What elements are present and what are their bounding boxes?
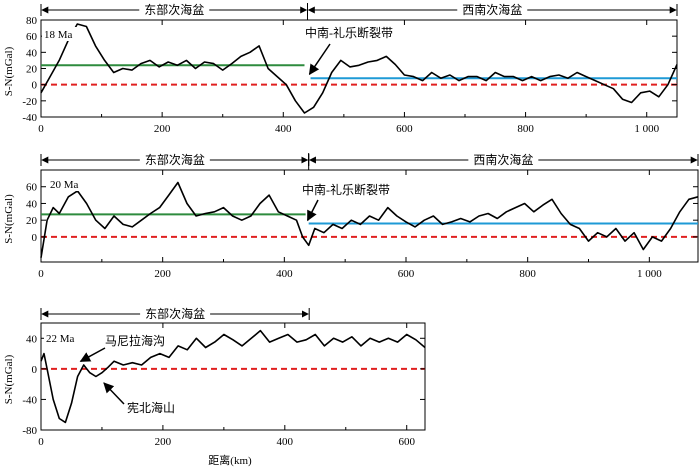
age-label-bg: [44, 331, 82, 345]
age-label: 18 Ma: [44, 29, 73, 41]
annotation-arrow: [308, 43, 331, 76]
y-tick-label: -80: [22, 425, 37, 437]
y-tick-label: 20: [26, 64, 38, 76]
anomaly-curve: [40, 23, 678, 114]
x-tick-label: 400: [277, 436, 294, 448]
x-tick-label: 1 000: [634, 123, 659, 135]
x-tick-label: 200: [154, 123, 171, 135]
x-tick-label: 400: [276, 268, 293, 280]
plot-frame: [40, 169, 699, 263]
plot-frame: [40, 322, 426, 431]
y-tick-label: 60: [26, 182, 38, 194]
y-tick-label: 0: [32, 232, 38, 244]
region-label: 东部次海盆: [145, 306, 205, 321]
chart-panel-1: 0 200 400 600 800 1 000 -40 -20 0 20 40 60 80 S-N(mGa…: [3, 2, 678, 135]
region-label-bg: [140, 306, 211, 322]
y-tick-label: 80: [26, 15, 38, 27]
y-tick-label: 20: [26, 215, 38, 227]
y-tick-label: 40: [26, 198, 38, 210]
region-label-bg: [457, 2, 528, 18]
y-tick-label: 0: [32, 80, 38, 92]
annotation-arrow: [79, 347, 106, 362]
x-tick-label: 600: [398, 268, 415, 280]
fault-zone-annotation: 中南-礼乐断裂带: [305, 25, 393, 40]
region-label: 西南次海盆: [462, 2, 522, 17]
anomaly-curve: [40, 329, 426, 424]
region-label: 东部次海盆: [144, 2, 204, 17]
anomaly-curve: [40, 181, 699, 258]
x-tick-label: 200: [155, 436, 172, 448]
x-tick-label: 0: [38, 123, 44, 135]
fault-zone-annotation: 中南-礼乐断裂带: [302, 182, 390, 197]
y-tick-label: 40: [26, 47, 38, 59]
region-label: 西南次海盆: [473, 152, 533, 167]
age-label-bg: [42, 27, 80, 41]
age-label-bg: [48, 177, 86, 191]
chart-panel-3: 0 200 400 600 -80 -40 0 40 S-N(mGal) 东部次海盆 22 Ma 马尼…: [3, 306, 426, 467]
x-tick-label: 400: [275, 123, 292, 135]
region-label-bg: [139, 2, 210, 18]
x-tick-label: 200: [154, 268, 171, 280]
y-tick-label: 0: [32, 364, 38, 376]
y-tick-label: -40: [22, 112, 37, 124]
region-label-bg: [139, 152, 210, 168]
region-label-bg: [468, 152, 539, 168]
x-tick-label: 600: [396, 123, 413, 135]
x-tick-label: 800: [519, 268, 536, 280]
chart-panel-2: 0 200 400 600 800 1 000 0 20 40 60 S-N(mGal) 东部次海盆 西…: [3, 152, 699, 280]
annotation-arrow: [103, 382, 125, 405]
seamount-annotation: 宪北海山: [127, 400, 175, 415]
y-tick-label: -40: [22, 394, 37, 406]
y-tick-label: -20: [22, 96, 37, 108]
x-tick-label: 0: [38, 436, 44, 448]
age-label: 20 Ma: [50, 179, 79, 191]
age-label: 22 Ma: [46, 333, 75, 345]
annotation-arrow: [306, 199, 319, 222]
x-axis-label: 距离(km): [208, 453, 252, 467]
y-axis-label: S-N(mGal): [3, 194, 15, 244]
trench-annotation: 马尼拉海沟: [105, 333, 165, 348]
y-axis-label: S-N(mGal): [3, 46, 15, 96]
y-tick-label: 40: [26, 333, 38, 345]
y-axis-label: S-N(mGal): [3, 354, 15, 404]
x-tick-label: 800: [517, 123, 534, 135]
x-tick-label: 0: [38, 268, 44, 280]
x-tick-label: 1 000: [637, 268, 662, 280]
y-tick-label: 60: [26, 31, 38, 43]
region-label: 东部次海盆: [145, 152, 205, 167]
x-tick-label: 600: [398, 436, 415, 448]
